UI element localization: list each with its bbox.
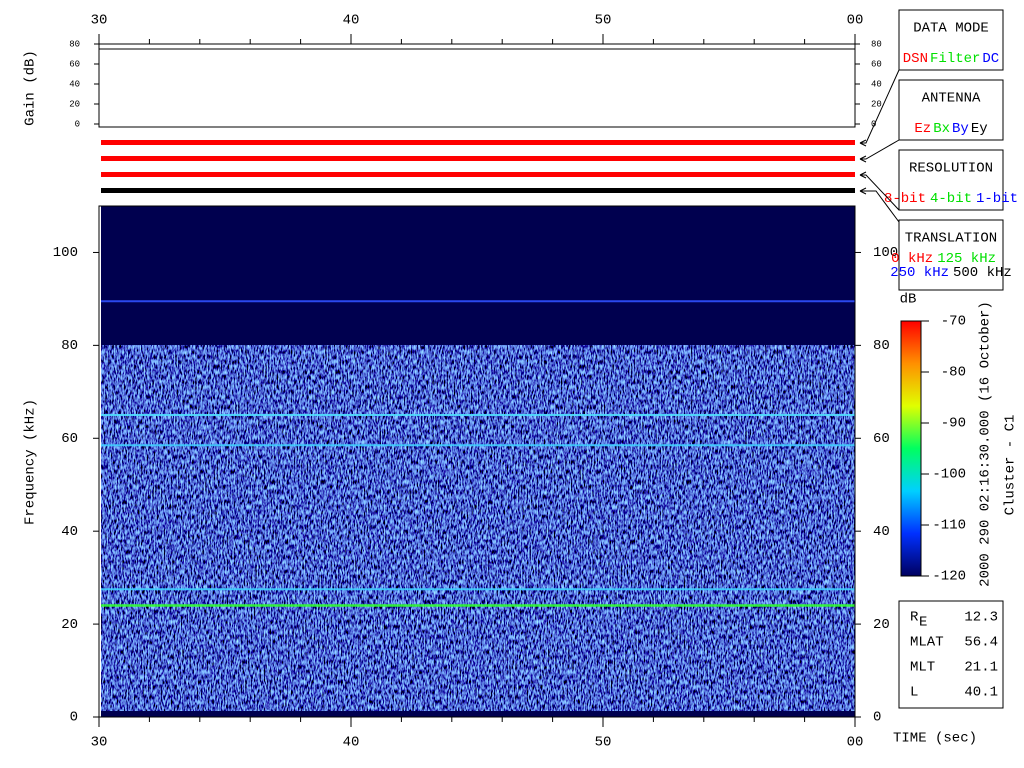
connector xyxy=(860,139,900,160)
gain-tick-label: 80 xyxy=(69,39,80,49)
y-tick-label: 40 xyxy=(61,524,78,540)
y-tick-label: 60 xyxy=(873,431,890,447)
mode-box-title: DATA MODE xyxy=(913,21,989,37)
mode-item: 8-bit xyxy=(884,191,926,207)
mode-item: 250 kHz xyxy=(890,265,949,281)
ephemeris-subscript: E xyxy=(919,615,927,631)
mode-item: DC xyxy=(982,51,999,67)
mode-item: Bx xyxy=(933,121,950,137)
mode-item: Ey xyxy=(971,121,988,137)
y-axis-label: Frequency (kHz) xyxy=(23,399,39,525)
y-tick-label: 0 xyxy=(70,710,78,726)
ephemeris-value: 12.3 xyxy=(964,610,998,626)
y-tick-label: 80 xyxy=(873,338,890,354)
gain-axis-label: Gain (dB) xyxy=(23,50,39,126)
x-tick-label: 00 xyxy=(847,735,864,751)
mode-bar xyxy=(101,188,855,193)
ephemeris-label: MLAT xyxy=(910,635,944,651)
spacecraft: Cluster - C1 xyxy=(1003,415,1019,516)
y-tick-label: 40 xyxy=(873,524,890,540)
ephemeris-value: 56.4 xyxy=(964,635,998,651)
mode-box-title: RESOLUTION xyxy=(909,161,993,177)
gain-tick-label: 60 xyxy=(871,59,882,69)
gain-panel xyxy=(98,43,856,128)
connector-arrow xyxy=(859,139,867,147)
ephemeris-label: L xyxy=(910,685,918,701)
colorbar-label: dB xyxy=(900,292,917,308)
mode-box-items: 250 kHz 500 kHz xyxy=(890,265,1012,281)
x-tick-label: 30 xyxy=(91,735,108,751)
gain-tick-label: 40 xyxy=(69,79,80,89)
x-tick-label: 40 xyxy=(343,735,360,751)
gain-tick-label: 60 xyxy=(69,59,80,69)
gain-tick-label: 20 xyxy=(871,99,882,109)
mode-bar xyxy=(101,172,855,177)
mode-box-items: 0 kHz 125 kHz xyxy=(891,251,996,267)
x-tick-label: 30 xyxy=(91,13,108,29)
gain-tick-label: 80 xyxy=(871,39,882,49)
mode-bar xyxy=(101,140,855,145)
mode-item: Ez xyxy=(914,121,931,137)
mode-item: Filter xyxy=(930,51,980,67)
y-tick-label: 0 xyxy=(873,710,881,726)
gain-tick-label: 20 xyxy=(69,99,80,109)
x-tick-label: 00 xyxy=(847,13,864,29)
connector-arrow xyxy=(859,171,867,179)
colorbar xyxy=(900,320,922,577)
gain-tick-label: 0 xyxy=(871,119,876,129)
y-tick-label: 80 xyxy=(61,338,78,354)
x-axis-label: TIME (sec) xyxy=(893,731,977,747)
mode-box-items: 8-bit 4-bit 1-bit xyxy=(884,191,1018,207)
mode-box-title: ANTENNA xyxy=(922,91,981,107)
noise-band xyxy=(101,345,855,711)
timestamp: 2000 290 02:16:30.000 (16 October) xyxy=(978,301,994,587)
mode-box-title: TRANSLATION xyxy=(905,231,997,247)
colorbar-tick-label: -100 xyxy=(932,467,966,483)
mode-box xyxy=(898,79,1004,141)
y-tick-label: 20 xyxy=(873,617,890,633)
ephemeris-value: 21.1 xyxy=(964,660,998,676)
connector xyxy=(860,174,900,211)
y-tick-label: 100 xyxy=(53,245,78,261)
mode-box xyxy=(898,219,1004,291)
ephemeris-box xyxy=(898,600,1004,709)
mode-item: 500 kHz xyxy=(953,265,1012,281)
gain-tick-label: 0 xyxy=(75,119,80,129)
y-tick-label: 20 xyxy=(61,617,78,633)
colorbar-tick-label: -110 xyxy=(932,518,966,534)
mode-box-items: Ez Bx By Ey xyxy=(914,121,987,137)
y-tick-label: 60 xyxy=(61,431,78,447)
x-tick-label: 40 xyxy=(343,13,360,29)
colorbar-tick-label: -120 xyxy=(932,569,966,585)
mode-item: 4-bit xyxy=(930,191,972,207)
ephemeris-label: MLT xyxy=(910,660,935,676)
x-tick-label: 50 xyxy=(595,735,612,751)
mode-item: 0 kHz xyxy=(891,251,933,267)
ephemeris-label: R xyxy=(910,610,919,626)
gain-tick-label: 40 xyxy=(871,79,882,89)
mode-box xyxy=(898,9,1004,71)
y-tick-label: 100 xyxy=(873,245,898,261)
colorbar-tick-label: -70 xyxy=(941,314,966,330)
mode-box xyxy=(898,149,1004,211)
mode-item: DSN xyxy=(903,51,928,67)
mode-item: 125 kHz xyxy=(937,251,996,267)
connector-arrow xyxy=(859,155,867,163)
connector-arrow xyxy=(859,187,867,195)
mode-item: 1-bit xyxy=(976,191,1018,207)
connector xyxy=(860,69,900,144)
colorbar-tick-label: -90 xyxy=(941,416,966,432)
connector xyxy=(860,190,900,223)
ephemeris-value: 40.1 xyxy=(964,685,998,701)
mode-bar xyxy=(101,156,855,161)
colorbar-tick-label: -80 xyxy=(941,365,966,381)
mode-box-items: DSN Filter DC xyxy=(903,51,999,67)
mode-item: By xyxy=(952,121,969,137)
x-tick-label: 50 xyxy=(595,13,612,29)
spectrogram-frame xyxy=(98,205,856,718)
